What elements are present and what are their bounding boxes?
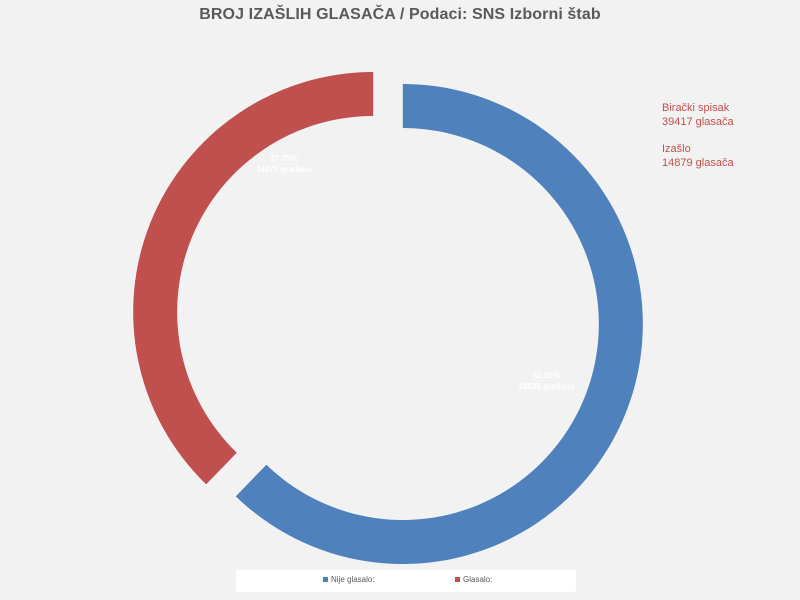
legend-item-nije-glasalo: Nije glasalo: (323, 575, 375, 584)
turnout-value: 14879 glasača (662, 157, 734, 169)
legend-label-glasalo: Glasalo: (463, 575, 493, 584)
turnout-label: Izašlo (662, 143, 691, 155)
legend-label-nije-glasalo: Nije glasalo: (331, 575, 375, 584)
turnout-annotation: Izašlo 14879 glasača (662, 142, 734, 170)
legend-item-glasalo: Glasalo: (455, 575, 492, 584)
data-label-percent-nije-glasalo: 62.25% (533, 371, 560, 380)
data-label-count-glasalo: 14879 građana (256, 165, 312, 174)
legend-swatch-nije-glasalo (323, 577, 328, 582)
legend-swatch-glasalo (455, 577, 460, 582)
chart-legend: Nije glasalo: Glasalo: (236, 570, 576, 592)
voter-list-annotation: Birački spisak 39417 glasača (662, 101, 734, 129)
voter-list-label: Birački spisak (662, 102, 730, 114)
voter-list-value: 39417 glasača (662, 116, 734, 128)
data-label-percent-glasalo: 37.75% (270, 154, 297, 163)
donut-slice-glasalo (133, 71, 374, 485)
chart-title: BROJ IZAŠLIH GLASAČA / Podaci: SNS Izbor… (199, 6, 601, 23)
data-label-count-nije-glasalo: 24538 građana (519, 382, 575, 391)
donut-slice-nije-glasalo (235, 84, 643, 565)
